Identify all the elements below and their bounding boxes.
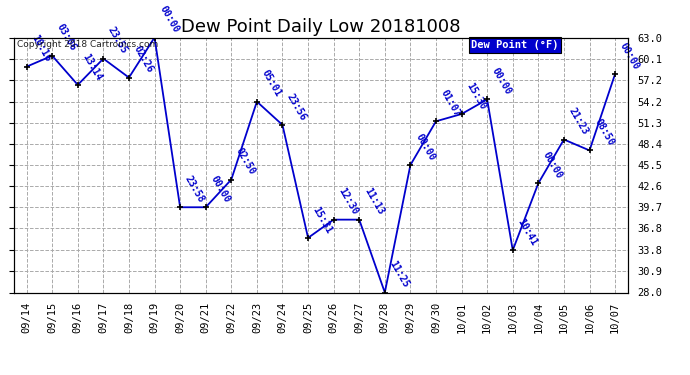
Text: 11:25: 11:25 (388, 259, 411, 290)
Text: Dew Point (°F): Dew Point (°F) (471, 40, 559, 50)
Text: 10:16: 10:16 (30, 33, 52, 64)
Text: 15:30: 15:30 (464, 81, 488, 111)
Title: Dew Point Daily Low 20181008: Dew Point Daily Low 20181008 (181, 18, 461, 36)
Text: Copyright 2018 Cartronics.com: Copyright 2018 Cartronics.com (17, 40, 158, 49)
Text: 12:30: 12:30 (337, 186, 359, 217)
Text: 01:07: 01:07 (439, 88, 462, 118)
Text: 21:23: 21:23 (566, 106, 590, 137)
Text: 11:13: 11:13 (362, 186, 385, 217)
Text: 03:06: 03:06 (55, 22, 78, 53)
Text: 00:00: 00:00 (541, 150, 564, 180)
Text: 10:41: 10:41 (515, 217, 539, 248)
Text: 05:01: 05:01 (259, 68, 283, 99)
Text: 02:50: 02:50 (234, 146, 257, 177)
Text: 08:50: 08:50 (592, 117, 615, 148)
Text: 13:14: 13:14 (81, 52, 104, 82)
Text: 00:00: 00:00 (490, 66, 513, 97)
Text: 02:26: 02:26 (132, 44, 155, 75)
Text: 23:55: 23:55 (106, 26, 130, 56)
Text: 00:00: 00:00 (208, 174, 232, 204)
Text: 00:00: 00:00 (618, 41, 641, 71)
Text: 00:00: 00:00 (157, 4, 181, 35)
Text: 00:00: 00:00 (413, 132, 437, 162)
Text: 23:58: 23:58 (183, 174, 206, 204)
Text: 15:31: 15:31 (310, 205, 334, 235)
Text: 23:56: 23:56 (285, 92, 308, 122)
